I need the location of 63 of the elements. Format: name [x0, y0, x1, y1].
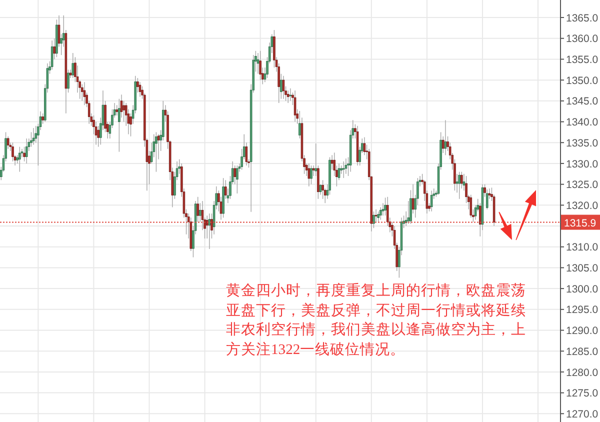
y-tick-label: 1300.0 — [566, 283, 598, 296]
candlestick — [286, 90, 290, 104]
candlestick — [118, 98, 120, 152]
ref-line-label: 1315.9 — [564, 217, 596, 230]
candlestick — [314, 143, 317, 176]
candlestick — [136, 78, 139, 93]
candlestick — [50, 40, 54, 70]
candlestick — [25, 138, 28, 164]
y-tick-label: 1335.0 — [566, 137, 598, 150]
candlestick — [83, 82, 86, 106]
y-tick-label: 1365.0 — [566, 12, 598, 24]
candlestick — [18, 146, 21, 172]
candlestick — [30, 132, 32, 148]
candlestick — [444, 120, 447, 156]
candlestick — [344, 158, 348, 174]
candlestick — [308, 163, 310, 187]
y-tick-label: 1330.0 — [566, 158, 598, 170]
candlestick — [282, 76, 285, 100]
candlestick — [322, 180, 324, 200]
candlestick — [236, 165, 238, 194]
candlestick — [259, 50, 262, 80]
candlestick — [234, 165, 236, 185]
y-tick-label: 1280.0 — [566, 366, 598, 379]
candlestick — [97, 126, 100, 148]
candlestick — [72, 52, 74, 78]
y-tick-label: 1285.0 — [566, 346, 598, 358]
y-tick-label: 1290.0 — [566, 325, 598, 338]
candlestick — [138, 82, 142, 98]
candlestick — [273, 30, 276, 68]
candlestick — [294, 90, 296, 122]
candlestick — [116, 104, 118, 116]
y-tick-label: 1345.0 — [566, 96, 598, 108]
annotation: 黄金四小时，再度重复上周的行情，欧盘震荡亚盘下行，美盘反弹，不过周一行情或将延续非农利空行情，我们美盘以逢高做空为主，上方关注1322一线破位情况。 — [226, 282, 527, 360]
candlestick — [208, 213, 211, 250]
candlestick — [377, 211, 380, 222]
y-tick-label: 1325.0 — [566, 179, 598, 192]
y-tick-label: 1360.0 — [566, 33, 598, 46]
y-tick-label: 1270.0 — [566, 408, 598, 420]
y-tick-label: 1350.0 — [566, 74, 598, 87]
candlestick — [224, 180, 227, 200]
candlestick — [81, 84, 84, 102]
candlestick — [310, 165, 312, 185]
y-tick-label: 1340.0 — [566, 116, 598, 129]
candlestick — [289, 88, 292, 102]
y-tick-label: 1320.0 — [566, 200, 598, 212]
candlestick — [486, 188, 488, 210]
candlestick — [380, 206, 382, 220]
candlestick — [470, 194, 472, 218]
candlestick — [460, 171, 463, 189]
candlestick — [430, 190, 433, 212]
candlestick — [342, 161, 345, 178]
candlestick — [458, 171, 460, 200]
candlestick — [12, 142, 14, 162]
y-tick-label: 1310.0 — [566, 242, 598, 254]
candlestick — [384, 197, 386, 216]
candlestick — [155, 132, 158, 172]
y-tick-label: 1295.0 — [566, 304, 598, 316]
candlestick — [23, 146, 26, 162]
y-tick-label: 1275.0 — [566, 388, 598, 400]
y-tick-label: 1355.0 — [566, 54, 598, 66]
candlestick — [363, 136, 366, 156]
y-tick-label: 1305.0 — [566, 262, 598, 275]
candlestick — [32, 128, 35, 146]
